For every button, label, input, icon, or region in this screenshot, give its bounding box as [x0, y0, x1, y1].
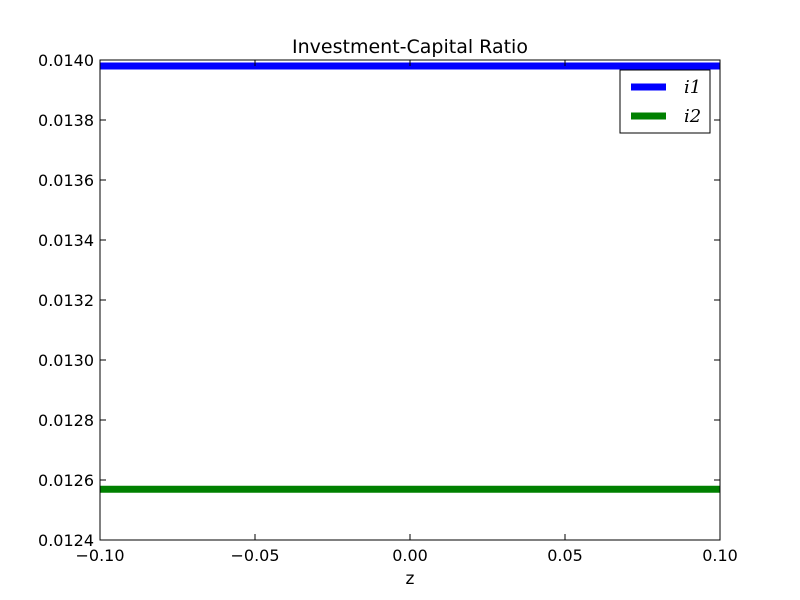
x-tick-label: −0.05 [230, 546, 279, 565]
y-tick-label: 0.0128 [38, 411, 94, 430]
x-tick-label: 0.00 [392, 546, 428, 565]
y-tick-label: 0.0124 [38, 531, 94, 550]
y-tick-label: 0.0136 [38, 171, 94, 190]
x-tick-label: 0.05 [547, 546, 583, 565]
legend-label-i1: i1 [684, 77, 701, 98]
chart-title: Investment-Capital Ratio [292, 36, 528, 58]
legend-label-i2: i2 [684, 106, 701, 127]
x-tick-label: 0.10 [702, 546, 738, 565]
x-tick-label: −0.10 [75, 546, 124, 565]
y-axis: 0.0124 0.0126 0.0128 0.0130 0.0132 0.0134 0.01… [38, 51, 720, 550]
y-tick-label: 0.0132 [38, 291, 94, 310]
y-tick-label: 0.0140 [38, 51, 94, 70]
y-tick-label: 0.0130 [38, 351, 94, 370]
y-tick-label: 0.0138 [38, 111, 94, 130]
x-axis: −0.10 −0.05 0.00 0.05 0.10 [75, 60, 738, 565]
legend-box [619, 69, 711, 134]
y-tick-label: 0.0126 [38, 471, 94, 490]
y-tick-label: 0.0134 [38, 231, 94, 250]
x-axis-label: z [406, 569, 415, 589]
